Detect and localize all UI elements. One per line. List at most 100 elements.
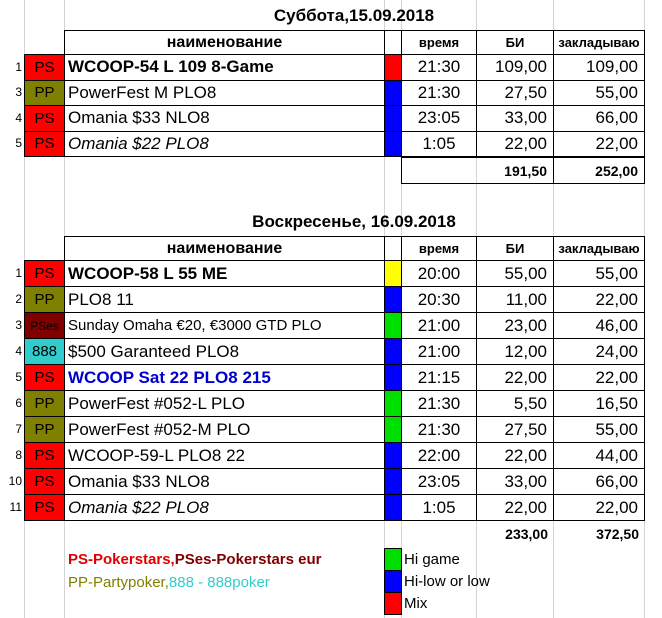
- buy-in: 109,00: [476, 54, 554, 81]
- buy-in: 22,00: [476, 442, 554, 469]
- stake: 22,00: [553, 494, 645, 521]
- legend-hi-game-swatch: [384, 548, 402, 571]
- tournament-name: PowerFest #052-L PLO: [64, 390, 385, 417]
- stake: 16,50: [553, 390, 645, 417]
- tournament-name: WCOOP Sat 22 PLO8 215: [64, 364, 385, 391]
- row-number: 3: [15, 318, 22, 332]
- game-type-swatch: [384, 364, 402, 391]
- game-type-swatch: [384, 468, 402, 495]
- stake: 22,00: [553, 286, 645, 313]
- start-time: 1:05: [401, 130, 477, 157]
- game-type-swatch: [384, 105, 402, 132]
- header-name: наименование: [64, 30, 385, 55]
- room-badge: PSes: [24, 312, 65, 339]
- start-time: 21:00: [401, 338, 477, 365]
- stake: 22,00: [553, 130, 645, 157]
- header-type: [384, 30, 402, 55]
- row-number: 2: [15, 292, 22, 306]
- tournament-name: WCOOP-54 L 109 8-Game: [64, 54, 385, 81]
- game-type-swatch: [384, 312, 402, 339]
- row-number: 1: [15, 59, 22, 74]
- start-time: 21:30: [401, 79, 477, 106]
- day1-total-stake: 252,00: [553, 157, 645, 184]
- game-type-swatch: [384, 442, 402, 469]
- game-type-swatch: [384, 130, 402, 157]
- tournament-name: Omania $22 PLO8: [64, 494, 385, 521]
- header-name: наименование: [64, 236, 385, 261]
- buy-in: 22,00: [476, 130, 554, 157]
- row-number: 4: [15, 344, 22, 358]
- row-number: 6: [15, 396, 22, 410]
- buy-in: 33,00: [476, 468, 554, 495]
- stake: 66,00: [553, 468, 645, 495]
- tournament-name: Omania $33 NLO8: [64, 468, 385, 495]
- game-type-swatch: [384, 494, 402, 521]
- day1-title: Суббота,15.09.2018: [273, 5, 435, 25]
- game-type-swatch: [384, 338, 402, 365]
- buy-in: 27,50: [476, 416, 554, 443]
- room-badge: 888: [24, 338, 65, 365]
- start-time: 20:00: [401, 260, 477, 287]
- buy-in: 23,00: [476, 312, 554, 339]
- legend-pses: PSes-Pokerstars eur: [174, 550, 322, 568]
- stake: 24,00: [553, 338, 645, 365]
- legend-hi-low-swatch: [384, 570, 402, 593]
- day2-total-bi: 233,00: [505, 525, 548, 542]
- row-number: 11: [9, 500, 22, 514]
- buy-in: 22,00: [476, 364, 554, 391]
- legend-hi-game: Hi game: [404, 551, 460, 568]
- row-number: 8: [15, 448, 22, 462]
- stake: 44,00: [553, 442, 645, 469]
- stake: 22,00: [553, 364, 645, 391]
- row-number: 5: [15, 136, 22, 151]
- room-badge: PS: [24, 468, 65, 495]
- tournament-name: WCOOP-58 L 55 ME: [64, 260, 385, 287]
- header-bi: БИ: [476, 30, 554, 55]
- room-badge: PP: [24, 286, 65, 313]
- legend-mix: Mix: [404, 595, 428, 612]
- room-badge: PS: [24, 130, 65, 157]
- row-number: 3: [15, 85, 22, 100]
- stake: 46,00: [553, 312, 645, 339]
- buy-in: 27,50: [476, 79, 554, 106]
- room-badge: PS: [24, 442, 65, 469]
- header-time: время: [401, 30, 477, 55]
- buy-in: 5,50: [476, 390, 554, 417]
- day2-total-stake: 372,50: [596, 525, 639, 542]
- header-bi: БИ: [476, 236, 554, 261]
- start-time: 21:00: [401, 312, 477, 339]
- buy-in: 11,00: [476, 286, 554, 313]
- start-time: 21:30: [401, 54, 477, 81]
- start-time: 21:30: [401, 390, 477, 417]
- stake: 66,00: [553, 105, 645, 132]
- game-type-swatch: [384, 54, 402, 81]
- legend-888: 888 - 888poker: [168, 573, 270, 591]
- row-number: 4: [15, 110, 22, 125]
- legend-rooms-line1: PS-Pokerstars, PSes-Pokerstars eur: [66, 548, 384, 570]
- start-time: 23:05: [401, 105, 477, 132]
- start-time: 22:00: [401, 442, 477, 469]
- header-type: [384, 236, 402, 261]
- room-badge: PP: [24, 416, 65, 443]
- room-badge: PS: [24, 105, 65, 132]
- room-badge: PP: [24, 79, 65, 106]
- stake: 55,00: [553, 416, 645, 443]
- game-type-swatch: [384, 416, 402, 443]
- tournament-name: Omania $33 NLO8: [64, 105, 385, 132]
- stake: 109,00: [553, 54, 645, 81]
- start-time: 1:05: [401, 494, 477, 521]
- game-type-swatch: [384, 390, 402, 417]
- day1-total-bi: 191,50: [401, 157, 554, 184]
- row-number: 7: [15, 422, 22, 436]
- buy-in: 22,00: [476, 494, 554, 521]
- room-badge: PS: [24, 54, 65, 81]
- tournament-name: $500 Garanteed PLO8: [64, 338, 385, 365]
- day2-title: Воскресенье, 16.09.2018: [252, 211, 456, 231]
- tournament-name: WCOOP-59-L PLO8 22: [64, 442, 385, 469]
- start-time: 21:30: [401, 416, 477, 443]
- tournament-name: Omania $22 PLO8: [64, 130, 385, 157]
- tournament-name: Sunday Omaha €20, €3000 GTD PLO: [64, 312, 385, 339]
- header-stake: закладываю: [553, 30, 645, 55]
- legend-hi-low: Hi-low or low: [404, 573, 490, 590]
